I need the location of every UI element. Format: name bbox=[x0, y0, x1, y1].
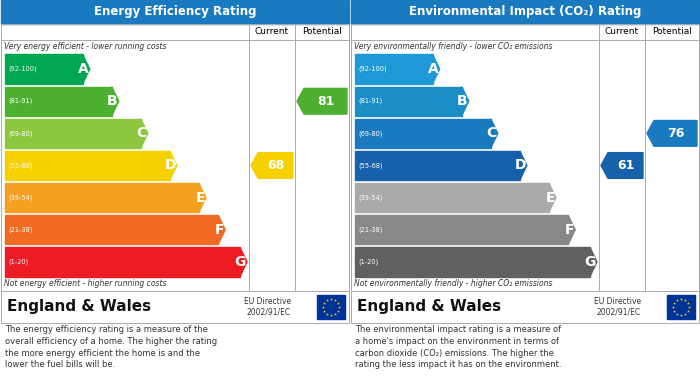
Bar bbox=[667, 295, 695, 319]
Text: The energy efficiency rating is a measure of the
overall efficiency of a home. T: The energy efficiency rating is a measur… bbox=[5, 325, 217, 369]
Polygon shape bbox=[199, 183, 206, 212]
Polygon shape bbox=[433, 54, 440, 84]
Text: Energy Efficiency Rating: Energy Efficiency Rating bbox=[94, 5, 256, 18]
Bar bbox=[355, 183, 549, 212]
Text: C: C bbox=[486, 126, 497, 140]
Text: B: B bbox=[457, 94, 468, 108]
Bar bbox=[5, 248, 240, 276]
Text: C: C bbox=[136, 126, 147, 140]
Bar bbox=[1, 0, 349, 24]
Bar bbox=[351, 291, 699, 323]
Bar bbox=[355, 119, 491, 148]
Polygon shape bbox=[601, 152, 643, 178]
Polygon shape bbox=[590, 248, 597, 276]
Polygon shape bbox=[568, 215, 575, 244]
Bar bbox=[1, 291, 349, 323]
Polygon shape bbox=[491, 119, 498, 148]
Text: (81-91): (81-91) bbox=[8, 98, 32, 104]
Text: 81: 81 bbox=[317, 95, 334, 108]
Text: (1-20): (1-20) bbox=[8, 259, 28, 265]
Text: (69-80): (69-80) bbox=[358, 130, 382, 136]
Text: Current: Current bbox=[255, 27, 289, 36]
Polygon shape bbox=[251, 152, 293, 178]
Text: (21-38): (21-38) bbox=[8, 226, 32, 233]
Polygon shape bbox=[141, 119, 148, 148]
Text: D: D bbox=[514, 158, 526, 172]
Text: (92-100): (92-100) bbox=[358, 66, 386, 72]
Polygon shape bbox=[549, 183, 556, 212]
Text: (39-54): (39-54) bbox=[358, 194, 382, 201]
Text: Very environmentally friendly - lower CO₂ emissions: Very environmentally friendly - lower CO… bbox=[354, 42, 552, 51]
Bar bbox=[317, 295, 345, 319]
Text: 76: 76 bbox=[667, 127, 684, 140]
Text: (81-91): (81-91) bbox=[358, 98, 382, 104]
Text: EU Directive
2002/91/EC: EU Directive 2002/91/EC bbox=[244, 297, 291, 317]
Polygon shape bbox=[462, 87, 469, 116]
Bar bbox=[5, 183, 199, 212]
Text: (39-54): (39-54) bbox=[8, 194, 32, 201]
Text: EU Directive
2002/91/EC: EU Directive 2002/91/EC bbox=[594, 297, 641, 317]
Text: 61: 61 bbox=[617, 159, 634, 172]
Text: Very energy efficient - lower running costs: Very energy efficient - lower running co… bbox=[4, 42, 167, 51]
Polygon shape bbox=[520, 151, 527, 180]
Text: The environmental impact rating is a measure of
a home's impact on the environme: The environmental impact rating is a mea… bbox=[355, 325, 561, 369]
Text: Environmental Impact (CO₂) Rating: Environmental Impact (CO₂) Rating bbox=[409, 5, 641, 18]
Text: Potential: Potential bbox=[652, 27, 692, 36]
Text: Not environmentally friendly - higher CO₂ emissions: Not environmentally friendly - higher CO… bbox=[354, 279, 552, 288]
Bar bbox=[355, 215, 568, 244]
Text: 68: 68 bbox=[267, 159, 284, 172]
Text: Potential: Potential bbox=[302, 27, 342, 36]
Text: B: B bbox=[107, 94, 118, 108]
Text: G: G bbox=[584, 255, 596, 269]
Text: Current: Current bbox=[605, 27, 639, 36]
Text: F: F bbox=[565, 223, 574, 237]
Bar bbox=[5, 119, 141, 148]
Polygon shape bbox=[647, 120, 697, 146]
Text: A: A bbox=[428, 62, 439, 76]
Bar bbox=[355, 248, 590, 276]
Polygon shape bbox=[83, 54, 90, 84]
Text: England & Wales: England & Wales bbox=[7, 300, 151, 314]
Text: G: G bbox=[234, 255, 246, 269]
Text: D: D bbox=[164, 158, 176, 172]
Text: (69-80): (69-80) bbox=[8, 130, 32, 136]
Text: (1-20): (1-20) bbox=[358, 259, 378, 265]
Bar bbox=[355, 87, 462, 116]
Bar bbox=[5, 54, 83, 84]
Text: E: E bbox=[195, 191, 205, 204]
Bar bbox=[5, 215, 218, 244]
Bar bbox=[5, 87, 112, 116]
Text: (21-38): (21-38) bbox=[358, 226, 382, 233]
Text: E: E bbox=[545, 191, 555, 204]
Text: A: A bbox=[78, 62, 89, 76]
Bar bbox=[355, 151, 520, 180]
Polygon shape bbox=[112, 87, 119, 116]
Bar bbox=[351, 24, 699, 291]
Bar bbox=[351, 0, 699, 24]
Text: F: F bbox=[215, 223, 224, 237]
Text: (55-68): (55-68) bbox=[358, 162, 383, 169]
Polygon shape bbox=[218, 215, 225, 244]
Bar bbox=[355, 54, 433, 84]
Polygon shape bbox=[240, 248, 247, 276]
Polygon shape bbox=[170, 151, 177, 180]
Polygon shape bbox=[297, 88, 347, 114]
Text: Not energy efficient - higher running costs: Not energy efficient - higher running co… bbox=[4, 279, 167, 288]
Text: England & Wales: England & Wales bbox=[357, 300, 501, 314]
Bar bbox=[1, 24, 349, 291]
Bar bbox=[5, 151, 170, 180]
Text: (55-68): (55-68) bbox=[8, 162, 33, 169]
Text: (92-100): (92-100) bbox=[8, 66, 36, 72]
